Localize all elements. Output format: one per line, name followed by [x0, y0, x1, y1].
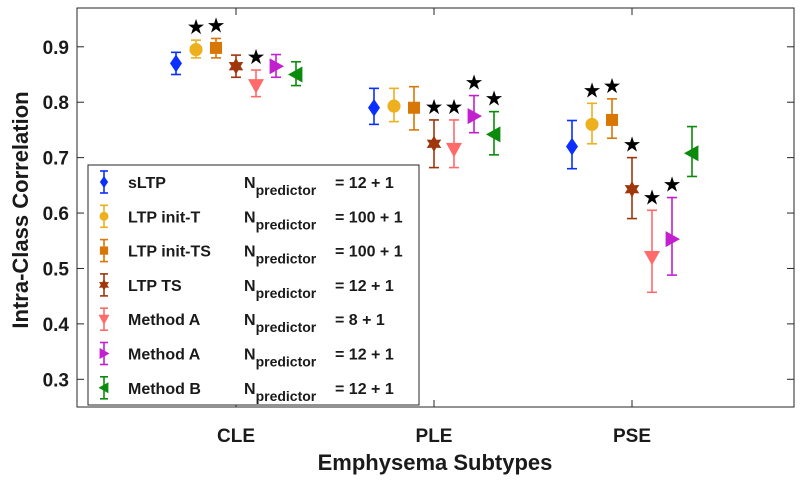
- x-tick-label: CLE: [217, 426, 255, 447]
- significance-star: ★: [485, 87, 504, 111]
- legend-marker: [99, 175, 109, 189]
- data-point: [644, 250, 660, 266]
- legend-marker: [98, 314, 110, 325]
- series-4: ★★: [228, 54, 642, 220]
- series-3: ★★: [207, 13, 622, 140]
- legend-npredictor-value: = 12 + 1: [335, 278, 394, 295]
- legend-marker: [99, 211, 109, 221]
- legend-npredictor: Npredictor: [244, 381, 317, 404]
- data-point: [368, 98, 380, 117]
- legend-item: Method B Npredictor = 12 + 1: [98, 375, 394, 404]
- legend-marker: [99, 348, 110, 359]
- legend-marker: [98, 279, 110, 291]
- data-point: [228, 57, 244, 75]
- legend-item: LTP TS Npredictor = 12 + 1: [98, 273, 394, 301]
- significance-star: ★: [187, 15, 206, 39]
- significance-star: ★: [425, 95, 444, 119]
- legend-marker: [99, 246, 109, 255]
- data-point: [624, 180, 640, 198]
- data-point: [248, 79, 264, 94]
- legend-marker: [98, 382, 109, 394]
- legend-npredictor-value: = 12 + 1: [335, 175, 394, 192]
- data-point: [269, 58, 284, 75]
- series-5: ★★★: [247, 45, 662, 294]
- x-axis-label: Emphysema Subtypes: [318, 450, 553, 475]
- data-point: [288, 66, 303, 83]
- series-1: [170, 51, 578, 170]
- data-point: [585, 117, 599, 131]
- series-2: ★★: [187, 15, 602, 145]
- legend-label: LTP TS: [128, 278, 182, 295]
- data-point: [467, 108, 482, 125]
- significance-star: ★: [207, 13, 226, 37]
- x-axis-ticks: CLE PLE PSE: [217, 8, 651, 447]
- y-tick-label: 0.4: [43, 315, 70, 336]
- legend-item: Method A Npredictor = 12 + 1: [99, 341, 394, 370]
- data-marks: ★★★★★★★★★★★★: [170, 13, 699, 294]
- data-point: [486, 126, 501, 143]
- y-tick-label: 0.8: [43, 93, 69, 114]
- legend-item: LTP init-T Npredictor = 100 + 1: [99, 204, 403, 232]
- data-point: [426, 135, 442, 153]
- legend-npredictor-value: = 12 + 1: [335, 381, 394, 398]
- legend-npredictor: Npredictor: [244, 209, 317, 232]
- significance-star: ★: [643, 185, 662, 209]
- y-tick-label: 0.5: [43, 259, 70, 280]
- significance-star: ★: [603, 74, 622, 98]
- legend: sLTP Npredictor = 12 + 1 LTP init-T Npredict…: [87, 164, 420, 406]
- significance-star: ★: [445, 95, 464, 119]
- legend-label: Method A: [128, 347, 201, 364]
- legend-npredictor: Npredictor: [244, 347, 317, 370]
- legend-label: Method A: [128, 312, 201, 329]
- data-point: [387, 99, 401, 113]
- data-point: [189, 43, 203, 57]
- significance-star: ★: [247, 45, 266, 69]
- y-tick-label: 0.3: [43, 370, 69, 391]
- legend-item: sLTP Npredictor = 12 + 1: [99, 170, 394, 198]
- y-tick-label: 0.9: [43, 38, 69, 59]
- x-tick-label: PSE: [613, 426, 651, 447]
- significance-star: ★: [465, 71, 484, 95]
- y-axis-label: Intra-Class Correlation: [8, 91, 33, 328]
- y-tick-label: 0.6: [43, 204, 69, 225]
- legend-item: LTP init-TS Npredictor = 100 + 1: [99, 238, 403, 267]
- series-6: ★★: [269, 53, 682, 276]
- x-tick-label: PLE: [416, 426, 453, 447]
- legend-label: Method B: [128, 381, 201, 398]
- legend-npredictor-value: = 100 + 1: [335, 244, 403, 261]
- legend-npredictor: Npredictor: [244, 244, 317, 267]
- legend-item: Method A Npredictor = 8 + 1: [98, 307, 385, 335]
- data-point: [665, 231, 680, 248]
- legend-npredictor-value: = 100 + 1: [335, 209, 403, 226]
- data-point: [408, 101, 420, 114]
- data-point: [566, 137, 578, 156]
- legend-label: sLTP: [128, 175, 166, 192]
- data-point: [210, 41, 222, 54]
- legend-npredictor: Npredictor: [244, 278, 317, 301]
- data-point: [446, 142, 462, 158]
- legend-npredictor: Npredictor: [244, 175, 317, 198]
- legend-label: LTP init-T: [128, 209, 201, 226]
- significance-star: ★: [623, 133, 642, 157]
- significance-star: ★: [583, 78, 602, 102]
- legend-npredictor-value: = 8 + 1: [335, 312, 385, 329]
- y-axis-ticks: 0.3 0.4 0.5 0.6 0.7 0.8 0.9: [43, 38, 794, 391]
- legend-npredictor: Npredictor: [244, 312, 317, 335]
- significance-star: ★: [663, 173, 682, 197]
- data-point: [684, 145, 699, 162]
- y-tick-label: 0.7: [43, 149, 69, 170]
- legend-label: LTP init-TS: [128, 244, 211, 261]
- legend-box: [87, 164, 420, 406]
- data-point: [606, 113, 618, 126]
- legend-npredictor-value: = 12 + 1: [335, 347, 394, 364]
- series-7: ★: [288, 60, 699, 178]
- data-point: [170, 54, 182, 73]
